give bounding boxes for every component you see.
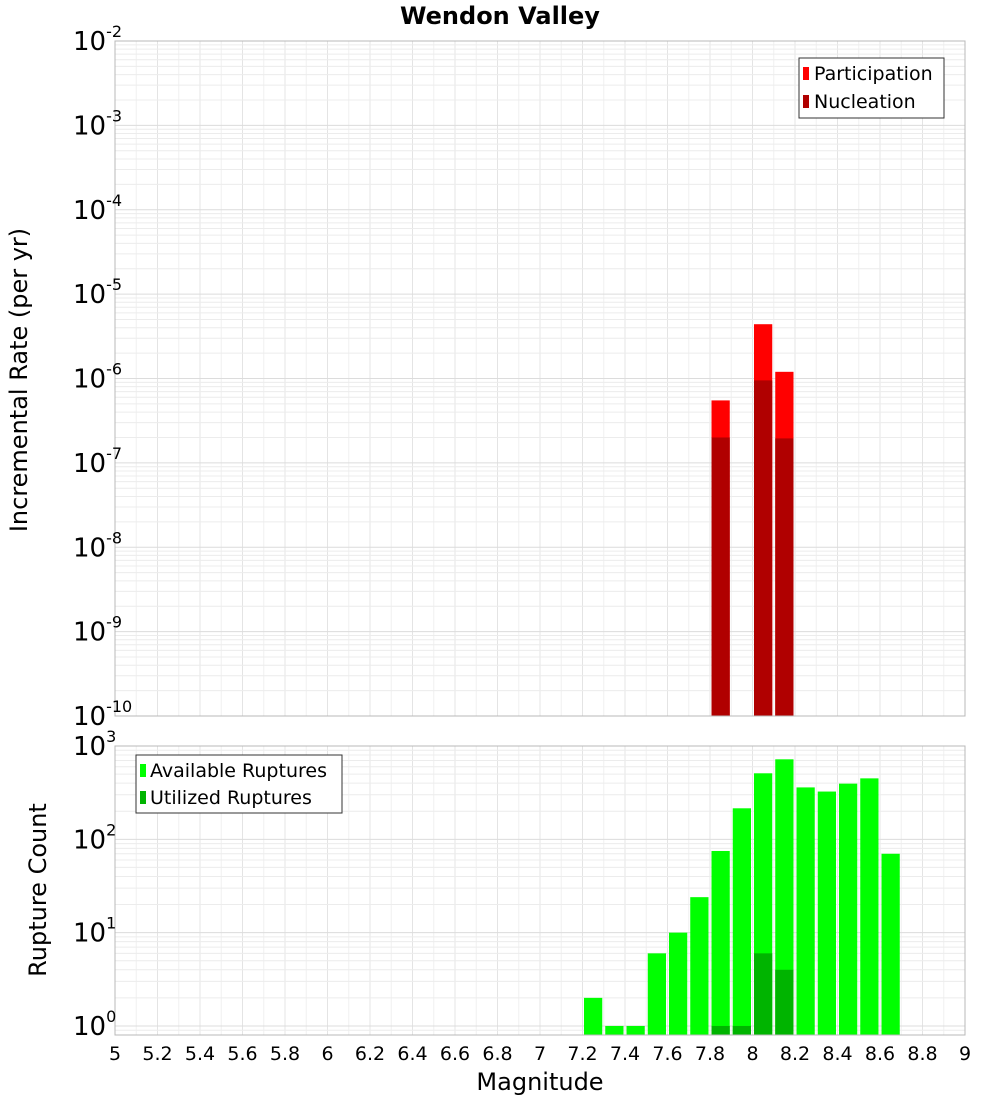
count-available-ruptures-bar bbox=[690, 897, 709, 1035]
y-tick-label: 10-5 bbox=[73, 275, 122, 310]
x-tick-label: 5.8 bbox=[270, 1043, 300, 1065]
rate-plot-y-ticks: 10-2 10-3 10-4 10-5 10-6 10-7 10-8 10-9 10-10 bbox=[73, 22, 132, 732]
rate-plot-bars bbox=[711, 324, 794, 716]
count-available-ruptures-bar bbox=[605, 1025, 624, 1035]
x-tick-label: 7.2 bbox=[567, 1043, 597, 1065]
x-tick-label: 7.8 bbox=[695, 1043, 725, 1065]
rupture-count-y-ticks: 103 102 101 100 bbox=[73, 727, 116, 1042]
count-available-ruptures-bar bbox=[775, 759, 794, 1035]
x-tick-label: 6 bbox=[321, 1043, 333, 1065]
y-tick-label: 10-8 bbox=[73, 528, 122, 563]
legend-swatch-nucleation bbox=[803, 95, 809, 108]
x-tick-label: 6.2 bbox=[355, 1043, 385, 1065]
rate-plot-legend: Participation Nucleation bbox=[798, 57, 945, 119]
x-tick-label: 8.2 bbox=[780, 1043, 810, 1065]
x-tick-label: 9 bbox=[959, 1043, 971, 1065]
legend-label-utilized-ruptures: Utilized Ruptures bbox=[150, 787, 312, 809]
rupture-count-legend: Available Ruptures Utilized Ruptures bbox=[135, 754, 343, 814]
y-tick-label: 10-6 bbox=[73, 360, 122, 395]
count-available-ruptures-bar bbox=[626, 1025, 645, 1035]
x-tick-label: 5.6 bbox=[227, 1043, 257, 1065]
x-tick-label: 5.4 bbox=[185, 1043, 215, 1065]
x-tick-label: 8.6 bbox=[865, 1043, 895, 1065]
x-tick-label: 8 bbox=[746, 1043, 758, 1065]
count-utilized-ruptures-bar bbox=[711, 1025, 730, 1035]
y-tick-label: 102 bbox=[73, 820, 116, 855]
count-available-ruptures-bar bbox=[817, 791, 836, 1035]
count-available-ruptures-bar bbox=[881, 853, 900, 1035]
count-utilized-ruptures-bar bbox=[732, 1025, 751, 1035]
y-tick-label: 10-4 bbox=[73, 191, 122, 226]
x-tick-label: 6.6 bbox=[440, 1043, 470, 1065]
x-tick-label: 6.8 bbox=[482, 1043, 512, 1065]
rupture-count-plot: 103 102 101 100 5 5.2 5.4 5.6 5.8 6 6.2 6.4 6.6 6.8 7… bbox=[24, 727, 971, 1096]
rupture-count-y-axis-label: Rupture Count bbox=[24, 803, 52, 977]
x-axis-label: Magnitude bbox=[476, 1068, 603, 1096]
y-tick-label: 10-7 bbox=[73, 444, 122, 479]
x-tick-label: 7.6 bbox=[652, 1043, 682, 1065]
y-tick-label: 10-3 bbox=[73, 106, 122, 141]
count-utilized-ruptures-bar bbox=[775, 969, 794, 1035]
x-tick-label: 8.8 bbox=[907, 1043, 937, 1065]
y-tick-label: 10-10 bbox=[73, 697, 132, 732]
y-tick-label: 100 bbox=[73, 1007, 116, 1042]
count-available-ruptures-bar bbox=[584, 997, 603, 1035]
rate-nucleation-bar bbox=[775, 438, 794, 716]
count-available-ruptures-bar bbox=[860, 778, 879, 1035]
count-available-ruptures-bar bbox=[711, 850, 730, 1035]
y-tick-label: 101 bbox=[73, 914, 116, 949]
y-tick-label: 10-2 bbox=[73, 22, 122, 57]
x-tick-label: 7 bbox=[534, 1043, 546, 1065]
count-utilized-ruptures-bar bbox=[754, 953, 773, 1035]
legend-swatch-participation bbox=[803, 67, 809, 80]
legend-label-nucleation: Nucleation bbox=[814, 91, 916, 113]
x-tick-label: 5.2 bbox=[142, 1043, 172, 1065]
x-tick-label: 5 bbox=[109, 1043, 121, 1065]
rate-plot: 10-2 10-3 10-4 10-5 10-6 10-7 10-8 10-9 10-10 In… bbox=[5, 22, 966, 732]
rate-y-axis-label: Incremental Rate (per yr) bbox=[5, 228, 33, 532]
y-tick-label: 10-9 bbox=[73, 613, 122, 648]
rate-nucleation-bar bbox=[754, 380, 773, 716]
y-tick-label: 103 bbox=[73, 727, 116, 762]
rupture-count-bars bbox=[584, 759, 900, 1035]
count-available-ruptures-bar bbox=[669, 932, 688, 1035]
x-tick-label: 8.4 bbox=[822, 1043, 852, 1065]
legend-label-participation: Participation bbox=[814, 63, 933, 85]
legend-swatch-available-ruptures bbox=[140, 764, 146, 777]
count-available-ruptures-bar bbox=[732, 808, 751, 1035]
rate-plot-grid bbox=[115, 40, 965, 717]
legend-swatch-utilized-ruptures bbox=[140, 791, 146, 804]
count-available-ruptures-bar bbox=[647, 953, 666, 1035]
count-available-ruptures-bar bbox=[839, 783, 858, 1035]
rate-nucleation-bar bbox=[711, 437, 730, 716]
magnitude-x-ticks: 5 5.2 5.4 5.6 5.8 6 6.2 6.4 6.6 6.8 7 7.2 7.4 7.6 7.8 8… bbox=[109, 1043, 971, 1065]
legend-label-available-ruptures: Available Ruptures bbox=[150, 760, 327, 782]
count-available-ruptures-bar bbox=[796, 787, 815, 1035]
x-tick-label: 6.4 bbox=[397, 1043, 427, 1065]
x-tick-label: 7.4 bbox=[610, 1043, 640, 1065]
chart-title: Wendon Valley bbox=[400, 2, 600, 30]
